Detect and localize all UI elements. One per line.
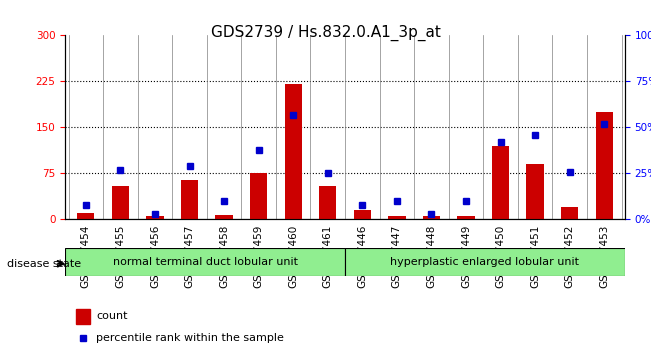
Text: disease state: disease state — [7, 259, 81, 269]
FancyBboxPatch shape — [65, 248, 345, 276]
Bar — [458, 216, 475, 219]
Bar — [146, 216, 163, 219]
Text: hyperplastic enlarged lobular unit: hyperplastic enlarged lobular unit — [391, 257, 579, 267]
Bar — [77, 213, 94, 219]
Bar — [561, 207, 578, 219]
Bar — [76, 309, 90, 324]
Bar — [596, 112, 613, 219]
Bar — [250, 173, 268, 219]
Bar — [422, 216, 440, 219]
Bar — [112, 186, 129, 219]
Text: count: count — [96, 311, 128, 321]
Text: normal terminal duct lobular unit: normal terminal duct lobular unit — [113, 257, 298, 267]
Bar — [388, 216, 406, 219]
Bar — [353, 210, 371, 219]
FancyBboxPatch shape — [345, 248, 625, 276]
Bar — [284, 85, 302, 219]
Bar — [181, 179, 198, 219]
Bar — [65, 219, 625, 247]
Text: GDS2739 / Hs.832.0.A1_3p_at: GDS2739 / Hs.832.0.A1_3p_at — [210, 25, 441, 41]
Bar — [215, 215, 232, 219]
Bar — [319, 186, 337, 219]
Bar — [492, 146, 509, 219]
Bar — [527, 164, 544, 219]
Text: percentile rank within the sample: percentile rank within the sample — [96, 333, 284, 343]
